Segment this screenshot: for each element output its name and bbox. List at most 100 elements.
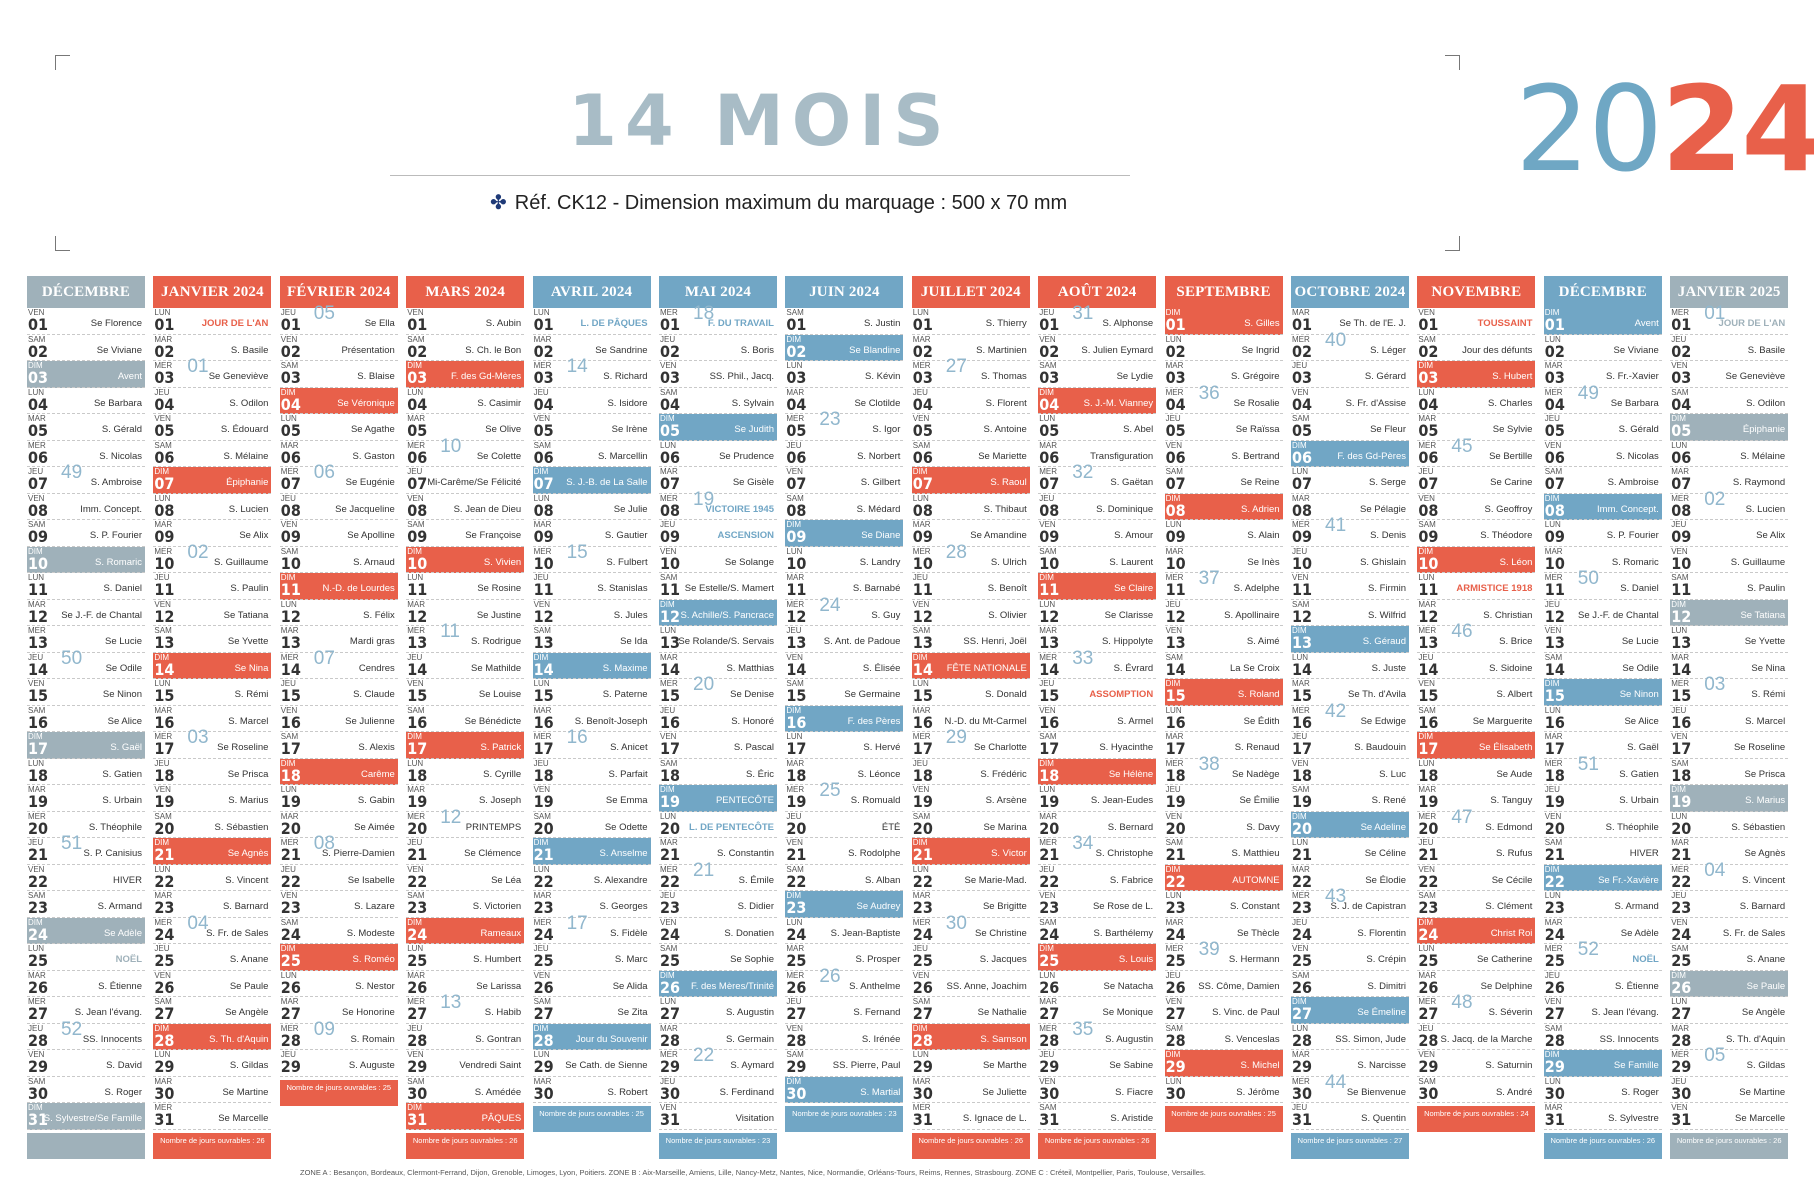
saint-name: Se Rolande/S. Servais	[678, 636, 774, 647]
weekday-abbr: DIM	[660, 970, 675, 980]
weekday-abbr: JEU	[1292, 732, 1308, 741]
weekday-abbr: VEN	[912, 785, 930, 794]
saint-name: S. J.-B. de La Salle	[566, 477, 648, 488]
weekday-abbr: LUN	[912, 1050, 929, 1059]
day-number: 16	[154, 712, 175, 732]
day-row: JEU 21 Se Clémence	[406, 838, 525, 865]
saint-name: S. Florentin	[1357, 927, 1406, 939]
day-row: VEN 19 S. Marius	[153, 785, 272, 812]
weekday-abbr: LUN	[1418, 387, 1435, 397]
weekday-abbr: LUN	[912, 493, 929, 503]
weekday-abbr: SAM	[154, 811, 172, 821]
saint-name: S. Géraud	[1362, 636, 1406, 647]
weekday-abbr: MER	[1165, 573, 1184, 582]
weekday-abbr: SAM	[533, 811, 551, 821]
saint-name: S. Ch. le Bon	[465, 344, 522, 356]
day-number: 14	[28, 659, 49, 679]
day-row: JEU 04 S. Odilon	[153, 388, 272, 414]
saint-name: Se Roseline	[1733, 742, 1786, 753]
day-number: 12	[154, 606, 175, 626]
day-number: 15	[154, 686, 175, 705]
saint-name: S. Nestor	[355, 980, 395, 992]
weekday-abbr: MAR	[1671, 467, 1689, 476]
saint-name: S. Benoît-Joseph	[574, 715, 648, 727]
day-row: LUN 04 Se Barbara	[27, 388, 145, 414]
day-number: 26	[154, 977, 175, 997]
weekday-abbr: DIM	[280, 758, 296, 768]
weekday-abbr: LUN	[1544, 334, 1561, 344]
weekday-abbr: MER	[912, 546, 931, 556]
day-number: 15	[1292, 686, 1313, 705]
day-number: 28	[912, 1030, 933, 1050]
saint-name: S. Raymond	[1732, 477, 1786, 488]
day-number: 12	[280, 606, 301, 626]
weekday-abbr: MER	[660, 493, 678, 503]
day-row: MAR 13 Mardi gras	[279, 626, 398, 653]
weekday-abbr: LUN	[912, 864, 929, 874]
weekday-abbr: MAR	[1671, 652, 1689, 662]
day-row: MER 25 NOËL 52	[1543, 939, 1662, 971]
saint-name: S. Victorien	[472, 901, 522, 912]
day-row: VEN 02 S. Julien Eymard	[1038, 335, 1157, 361]
saint-name: L. DE PÂQUES	[580, 318, 648, 329]
day-number: 17	[1292, 739, 1313, 758]
day-number: 19	[533, 792, 554, 811]
weekday-abbr: MAR	[533, 334, 552, 344]
day-number: 01	[1544, 315, 1565, 334]
saint-name: Se Amandine	[970, 530, 1027, 541]
saint-name: Se Judith	[734, 424, 774, 435]
saint-name: S. Marcel	[1745, 715, 1786, 727]
day-row: JEU 28 S. Gontran	[406, 1024, 525, 1050]
day-row: JEU 18 S. Parfait	[532, 759, 651, 785]
day-row: DIM 07 Épiphanie	[153, 467, 272, 494]
day-number: 19	[28, 792, 49, 811]
weekday-abbr: SAM	[1292, 970, 1310, 980]
saint-name: S. Benoît	[987, 583, 1027, 594]
day-row: JEU 09 ASCENSION	[659, 520, 777, 547]
day-number: 13	[28, 633, 49, 652]
day-row: VEN 17 S. Pascal	[659, 732, 777, 759]
saint-name: S. Ambroise	[90, 477, 142, 488]
day-number: 06	[154, 447, 175, 467]
weekday-abbr: MAR	[28, 599, 46, 609]
day-row: MER 17 Se Roseline 03	[153, 727, 272, 759]
saint-name: S. Frédéric	[980, 768, 1027, 780]
day-row: LUN 18 Se Aude	[1417, 759, 1536, 785]
day-number: 29	[1039, 1057, 1060, 1076]
day-number: 16	[28, 712, 49, 732]
day-number: 04	[154, 394, 175, 414]
day-number: 19	[1418, 792, 1439, 811]
day-number: 24	[1165, 924, 1186, 944]
month-column: JUILLET 2024 LUN 01 S. Thierry MAR 02 S. Marti…	[911, 276, 1030, 1159]
day-number: 20	[1671, 818, 1692, 838]
weekday-abbr: SAM	[280, 361, 299, 370]
weekday-abbr: LUN	[280, 785, 297, 794]
weekday-abbr: VEN	[1418, 1050, 1435, 1059]
day-number: 16	[1671, 712, 1692, 732]
saint-name: Se Nina	[1751, 662, 1786, 674]
day-number: 08	[28, 500, 49, 520]
day-number: 03	[1039, 368, 1060, 387]
day-number: 22	[28, 871, 49, 891]
saint-name: Se Jacqueline	[335, 503, 395, 515]
day-number: 11	[660, 580, 681, 599]
weekday-abbr: VEN	[533, 599, 551, 609]
weekday-abbr: LUN	[1165, 1076, 1182, 1086]
weekday-abbr: SAM	[1544, 838, 1563, 847]
weekday-abbr: MER	[154, 361, 173, 370]
weekday-abbr: DIM	[1039, 944, 1054, 953]
weekday-abbr: LUN	[1671, 440, 1688, 450]
week-number: 19	[693, 488, 715, 510]
day-row: LUN 14 S. Juste	[1291, 653, 1409, 679]
day-row: LUN 25 Se Catherine	[1417, 944, 1536, 971]
week-number: 47	[1451, 806, 1473, 828]
day-row: JEU 16 S. Honoré	[659, 706, 777, 732]
day-number: 13	[407, 633, 428, 652]
day-row: MER 20 PRINTEMPS 12	[406, 807, 525, 838]
day-row: MAR 14 S. Matthias	[659, 653, 777, 679]
day-row: MER 06 Se Bertille 45	[1417, 436, 1536, 467]
saint-name: S. Saturnin	[1485, 1060, 1533, 1071]
saint-name: SS. Simon, Jude	[1335, 1033, 1406, 1045]
working-days-footer: Nombre de jours ouvrables : 26	[406, 1132, 525, 1159]
day-number: 10	[533, 553, 554, 573]
